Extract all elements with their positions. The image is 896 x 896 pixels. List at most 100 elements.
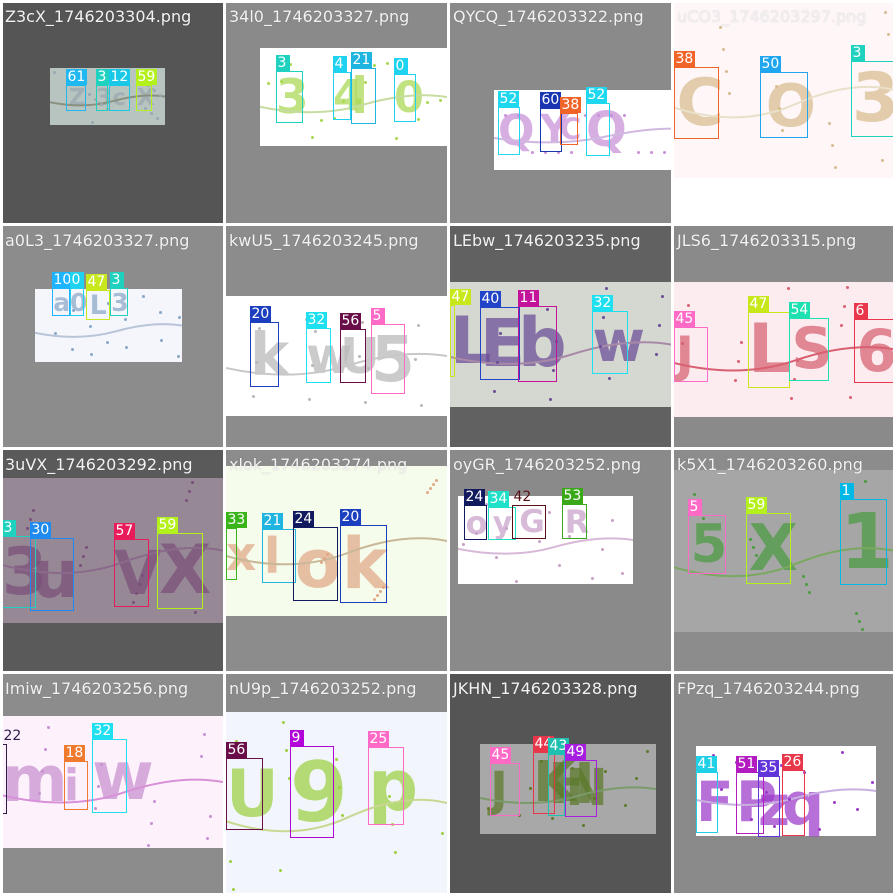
class-label: 52 bbox=[497, 91, 520, 107]
noise-dot bbox=[728, 92, 731, 95]
captcha-char: 6 bbox=[856, 317, 895, 385]
noise-dot bbox=[475, 532, 478, 535]
noise-dot bbox=[326, 553, 329, 556]
noise-dot bbox=[861, 628, 864, 631]
detection-box: 3 bbox=[275, 55, 303, 123]
detection-box: 52 bbox=[585, 87, 610, 156]
noise-dot bbox=[395, 137, 398, 140]
noise-dot bbox=[252, 395, 255, 398]
noise-dot bbox=[135, 592, 138, 595]
noise-dot bbox=[787, 287, 790, 290]
noise-dot bbox=[881, 159, 884, 162]
detection-box: 5 bbox=[370, 308, 405, 394]
noise-curve bbox=[674, 346, 895, 372]
noise-dot bbox=[320, 561, 323, 564]
noise-dot bbox=[808, 591, 811, 594]
image-tile: 3 3 u 30 V 57 X 59 3uVX_1746203292.png bbox=[2, 450, 223, 671]
filename-label: nU9p_1746203252.png bbox=[229, 679, 417, 698]
filename-label: FPzq_1746203244.png bbox=[677, 679, 860, 698]
noise-dot bbox=[790, 397, 793, 400]
noise-dot bbox=[849, 396, 852, 399]
detection-box: 26 bbox=[781, 754, 805, 836]
noise-dot bbox=[551, 817, 554, 820]
noise-dot bbox=[414, 358, 417, 361]
detection-box: 33 bbox=[226, 512, 248, 580]
noise-dot bbox=[124, 318, 127, 321]
noise-dot bbox=[203, 733, 206, 736]
noise-dot bbox=[604, 770, 607, 773]
filename-label: 34l0_1746203327.png bbox=[229, 7, 410, 26]
noise-dot bbox=[26, 527, 29, 530]
noise-dot bbox=[417, 118, 420, 121]
image-tile: Q 52 Y 60 C 38 Q 52 QYCQ_1746203322.png bbox=[450, 2, 671, 223]
noise-dot bbox=[54, 332, 57, 335]
class-label: 42 bbox=[513, 489, 532, 505]
class-label: 33 bbox=[226, 512, 248, 528]
class-label: 50 bbox=[759, 56, 782, 72]
noise-curve bbox=[450, 341, 671, 365]
grid-separator bbox=[893, 0, 896, 896]
noise-dot bbox=[373, 64, 376, 67]
class-label: 47 bbox=[85, 274, 108, 290]
noise-curve bbox=[35, 323, 182, 338]
noise-dot bbox=[871, 781, 874, 784]
noise-dot bbox=[796, 359, 799, 362]
detection-box: 24 bbox=[292, 511, 338, 601]
detection-box: 10 bbox=[51, 272, 74, 316]
grid-separator bbox=[671, 0, 674, 896]
captcha-char: 5 bbox=[690, 514, 728, 575]
noise-curve bbox=[674, 547, 895, 578]
noise-dot bbox=[610, 114, 613, 117]
detection-box: 38 bbox=[559, 97, 582, 145]
detection-box: 60 bbox=[539, 92, 562, 152]
noise-dot bbox=[621, 572, 624, 575]
noise-curve bbox=[260, 94, 447, 114]
class-label: 22 bbox=[3, 728, 22, 744]
noise-dot bbox=[323, 557, 326, 560]
class-label: 43 bbox=[547, 738, 570, 754]
noise-dot bbox=[781, 129, 784, 132]
noise-curve bbox=[674, 85, 895, 119]
noise-dot bbox=[88, 93, 91, 96]
noise-dot bbox=[41, 770, 44, 773]
noise-dot bbox=[831, 144, 834, 147]
noise-dot bbox=[280, 80, 283, 83]
class-label: 45 bbox=[674, 311, 696, 327]
noise-dot bbox=[94, 98, 97, 101]
detection-box: 56 bbox=[226, 742, 263, 830]
noise-dot bbox=[97, 785, 100, 788]
noise-dot bbox=[367, 367, 370, 370]
noise-dot bbox=[499, 332, 502, 335]
noise-dot bbox=[373, 598, 376, 601]
noise-dot bbox=[693, 493, 696, 496]
noise-dot bbox=[557, 151, 560, 154]
noise-dot bbox=[793, 378, 796, 381]
noise-dot bbox=[382, 586, 385, 589]
class-label: 18 bbox=[63, 745, 86, 761]
filename-label: oyGR_1746203252.png bbox=[453, 455, 642, 474]
noise-dot bbox=[79, 564, 82, 567]
noise-dot bbox=[725, 70, 728, 73]
class-label: 49 bbox=[564, 744, 587, 760]
noise-dot bbox=[258, 327, 261, 330]
detection-box: 32 bbox=[305, 312, 331, 383]
noise-dot bbox=[462, 543, 465, 546]
captcha-char: 3 bbox=[851, 59, 895, 138]
noise-dot bbox=[737, 360, 740, 363]
noise-dot bbox=[840, 324, 843, 327]
filename-label: a0L3_1746203327.png bbox=[5, 231, 190, 250]
detection-box: 11 bbox=[517, 290, 557, 382]
class-label: 3 bbox=[850, 45, 865, 61]
noise-dot bbox=[308, 398, 311, 401]
noise-dot bbox=[599, 345, 602, 348]
grid-separator bbox=[0, 893, 896, 896]
captcha-image bbox=[2, 478, 223, 623]
noise-dot bbox=[156, 117, 159, 120]
class-label: 34 bbox=[487, 491, 510, 507]
noise-dot bbox=[426, 491, 429, 494]
noise-dot bbox=[441, 832, 444, 835]
noise-dot bbox=[570, 151, 573, 154]
noise-dot bbox=[720, 788, 723, 791]
noise-dot bbox=[655, 353, 658, 356]
